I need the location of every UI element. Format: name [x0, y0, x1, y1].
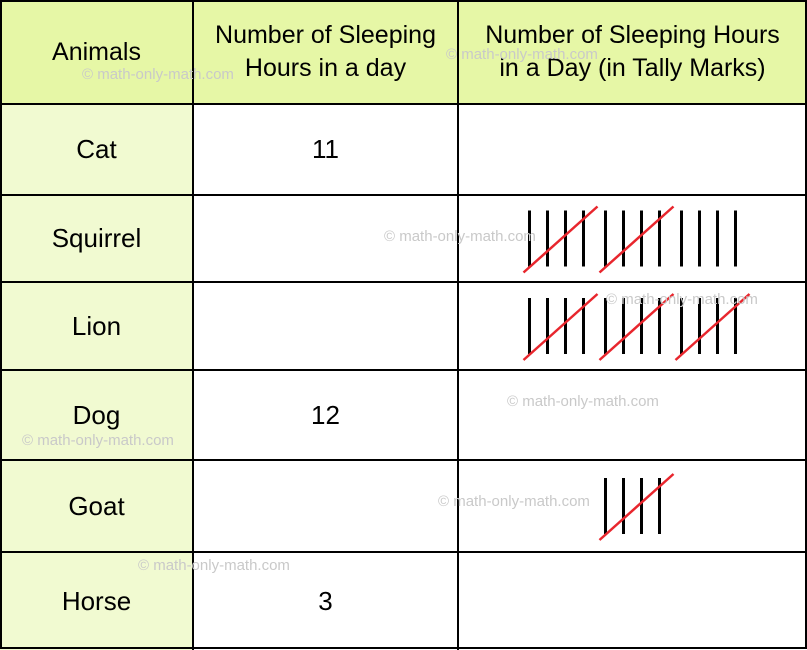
header-hours-line1: Number of Sleeping — [215, 21, 436, 49]
tally-slash — [598, 473, 675, 541]
row-goat-hours — [193, 460, 458, 552]
row-lion-animal: Lion — [0, 282, 193, 370]
animal-label: Cat — [76, 134, 117, 164]
row-cat-tally — [458, 104, 807, 195]
header-hours-line2: Hours in a day — [244, 54, 407, 82]
row-goat-animal: Goat — [0, 460, 193, 552]
row-cat-animal: Cat — [0, 104, 193, 195]
watermark: © math-only-math.com — [606, 291, 758, 308]
hours-value: 12 — [311, 399, 340, 430]
header-tally-line2: in a Day (in Tally Marks) — [499, 54, 766, 82]
row-goat-tally — [458, 460, 807, 552]
watermark: © math-only-math.com — [384, 228, 536, 245]
header-animals-text: Animals — [52, 37, 141, 66]
row-cat-hours: 11 — [193, 104, 458, 195]
tally-slash — [522, 205, 599, 274]
tally-slash — [522, 293, 599, 361]
header-animals: Animals — [0, 0, 193, 104]
row-squirrel-tally — [458, 195, 807, 282]
watermark: © math-only-math.com — [446, 46, 598, 63]
hours-value: 3 — [318, 585, 333, 616]
watermark: © math-only-math.com — [507, 393, 659, 410]
header-hours: Number of Sleeping Hours in a day — [193, 0, 458, 104]
row-dog-tally — [458, 370, 807, 460]
row-squirrel-hours — [193, 195, 458, 282]
animal-label: Lion — [71, 310, 122, 341]
header-tally-line1: Number of Sleeping Hours — [485, 21, 780, 49]
watermark: © math-only-math.com — [82, 66, 234, 83]
animal-label: Horse — [61, 585, 132, 616]
animal-label: Squirrel — [51, 223, 142, 253]
row-dog-hours: 12 — [193, 370, 458, 460]
tally-slash — [598, 293, 675, 361]
row-lion-tally — [458, 282, 807, 370]
row-horse-tally — [458, 552, 807, 650]
row-squirrel-animal: Squirrel — [0, 195, 193, 282]
watermark: © math-only-math.com — [138, 557, 290, 574]
row-horse-hours: 3 — [193, 552, 458, 650]
row-horse-animal: Horse — [0, 552, 193, 650]
watermark: © math-only-math.com — [438, 493, 590, 510]
animal-label: Goat — [68, 490, 125, 521]
watermark: © math-only-math.com — [22, 432, 174, 449]
tally-slash — [674, 293, 751, 361]
tally-slash — [598, 205, 675, 274]
row-lion-hours — [193, 282, 458, 370]
row-dog-animal: Dog — [0, 370, 193, 460]
hours-value: 11 — [312, 134, 339, 164]
header-tally: Number of Sleeping Hours in a Day (in Ta… — [458, 0, 807, 104]
animal-label: Dog — [72, 399, 121, 430]
